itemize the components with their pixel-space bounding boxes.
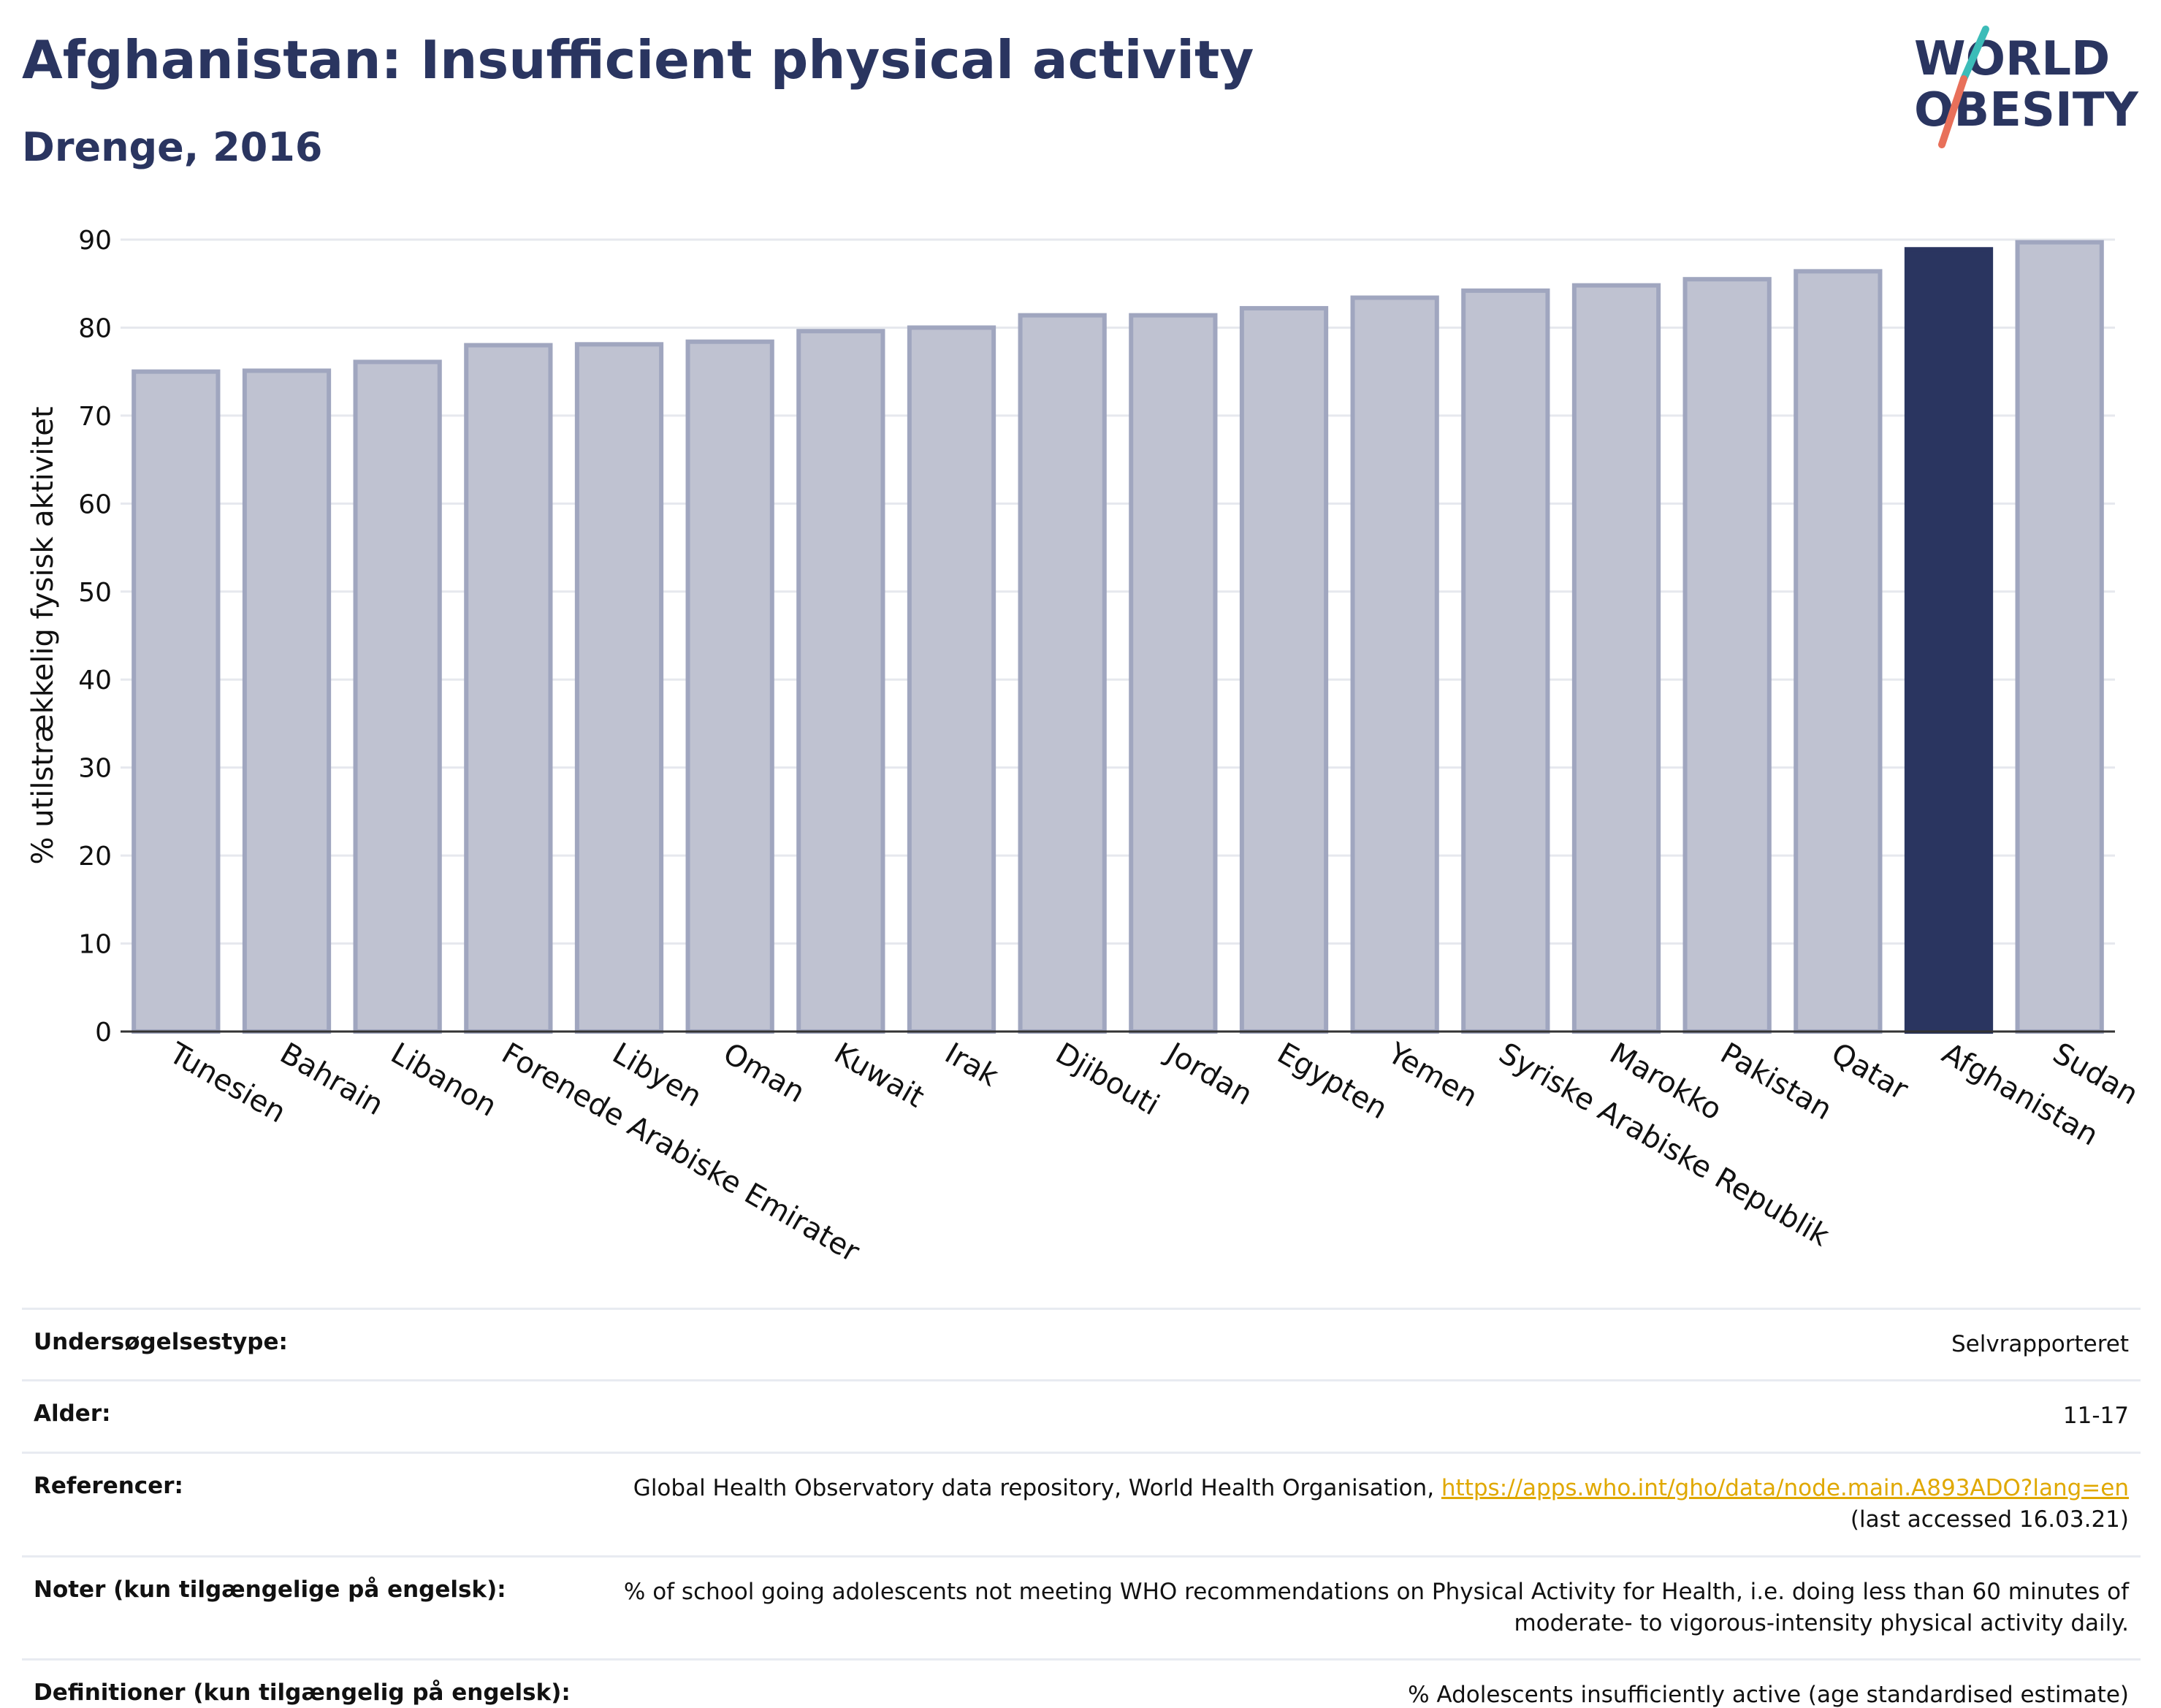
logo-text-world: WORLD	[1914, 32, 2110, 86]
info-row-age: Alder: 11-17	[22, 1379, 2141, 1451]
logo-slash-coral	[1938, 75, 1967, 148]
world-obesity-logo: WORLD OBESITY	[1914, 26, 2138, 148]
info-value: % Adolescents insufficiently active (age…	[1408, 1682, 2129, 1708]
x-tick-label: Kuwait	[828, 1037, 930, 1115]
bar-djibouti	[1018, 313, 1107, 1034]
y-tick-label: 50	[78, 578, 112, 608]
bar-syriske-arabiske-republik	[1461, 288, 1550, 1034]
bar-libanon	[353, 359, 442, 1034]
info-table: Undersøgelsestype: Selvrapporteret Alder…	[22, 1308, 2141, 1708]
page-title: Afghanistan: Insufficient physical activ…	[22, 29, 1254, 91]
info-label: Noter (kun tilgængelige på engelsk):	[34, 1576, 506, 1603]
bar-marokko	[1571, 283, 1661, 1034]
x-tick-label: Tunesien	[163, 1036, 291, 1129]
bar-libyen	[574, 342, 664, 1034]
x-tick-label: Djibouti	[1050, 1037, 1165, 1122]
reference-link[interactable]: https://apps.who.int/gho/data/node.main.…	[1441, 1474, 2129, 1501]
bar-jordan	[1129, 313, 1218, 1034]
x-tick-label: Jordan	[1159, 1035, 1258, 1112]
info-row-notes: Noter (kun tilgængelige på engelsk): % o…	[22, 1555, 2141, 1659]
info-label: Alder:	[34, 1400, 111, 1427]
x-tick-label: Qatar	[1826, 1037, 1914, 1107]
info-value: % of school going adolescents not meetin…	[623, 1578, 2129, 1636]
y-tick-label: 30	[78, 754, 112, 784]
bar-oman	[685, 339, 774, 1034]
info-label: Undersøgelsestype:	[34, 1329, 288, 1355]
logo-slash-teal	[1960, 26, 1989, 83]
y-tick-label: 0	[95, 1018, 112, 1048]
bar-irak	[907, 325, 996, 1034]
bar-egypten	[1239, 305, 1329, 1034]
x-tick-label: Oman	[717, 1037, 810, 1110]
x-tick-label: Irak	[940, 1037, 1005, 1094]
x-tick-label: Bahrain	[275, 1037, 389, 1122]
bar-forenede-arabiske-emirater	[464, 343, 553, 1034]
bar-pakistan	[1682, 277, 1772, 1034]
y-tick-label: 40	[78, 666, 112, 695]
bar-bahrain	[242, 368, 332, 1034]
x-tick-label: Egypten	[1272, 1037, 1393, 1126]
y-axis-label: % utilstrækkelig fysisk aktivitet	[26, 406, 60, 864]
info-label: Definitioner (kun tilgængelig på engelsk…	[34, 1680, 571, 1707]
bar-sudan	[2015, 240, 2104, 1034]
y-tick-label: 10	[78, 930, 112, 960]
page-subtitle: Drenge, 2016	[22, 124, 323, 170]
info-value: Selvrapporteret	[1951, 1331, 2129, 1357]
bar-chart: 0 10 20 30 40 50 60 70 80 90 TunesienBahrainLibano…	[26, 226, 2143, 1269]
bar-kuwait	[796, 329, 885, 1034]
info-row-definitions: Definitioner (kun tilgængelig på engelsk…	[22, 1658, 2141, 1708]
bar-tunesien	[132, 369, 221, 1034]
info-value: 11-17	[2062, 1403, 2129, 1430]
y-tick-label: 60	[78, 489, 112, 519]
x-tick-label: Pakistan	[1715, 1037, 1837, 1127]
reference-accessed: (last accessed 16.03.21)	[1850, 1506, 2129, 1533]
y-tick-label: 20	[78, 842, 112, 872]
info-row-references: Referencer: Global Health Observatory da…	[22, 1451, 2141, 1555]
bar-qatar	[1794, 269, 1883, 1034]
info-label: Referencer:	[34, 1472, 183, 1499]
x-tick-label: Yemen	[1381, 1036, 1483, 1114]
y-tick-label: 80	[78, 313, 112, 343]
y-tick-label: 90	[78, 226, 112, 256]
bar-afghanistan	[1904, 247, 1994, 1034]
info-row-survey-type: Undersøgelsestype: Selvrapporteret	[22, 1308, 2141, 1379]
info-value-references: Global Health Observatory data repositor…	[633, 1473, 2129, 1536]
bar-yemen	[1350, 295, 1439, 1034]
y-tick-label: 70	[78, 402, 112, 432]
reference-text: Global Health Observatory data repositor…	[633, 1474, 1441, 1501]
x-tick-label: Libanon	[385, 1037, 502, 1124]
